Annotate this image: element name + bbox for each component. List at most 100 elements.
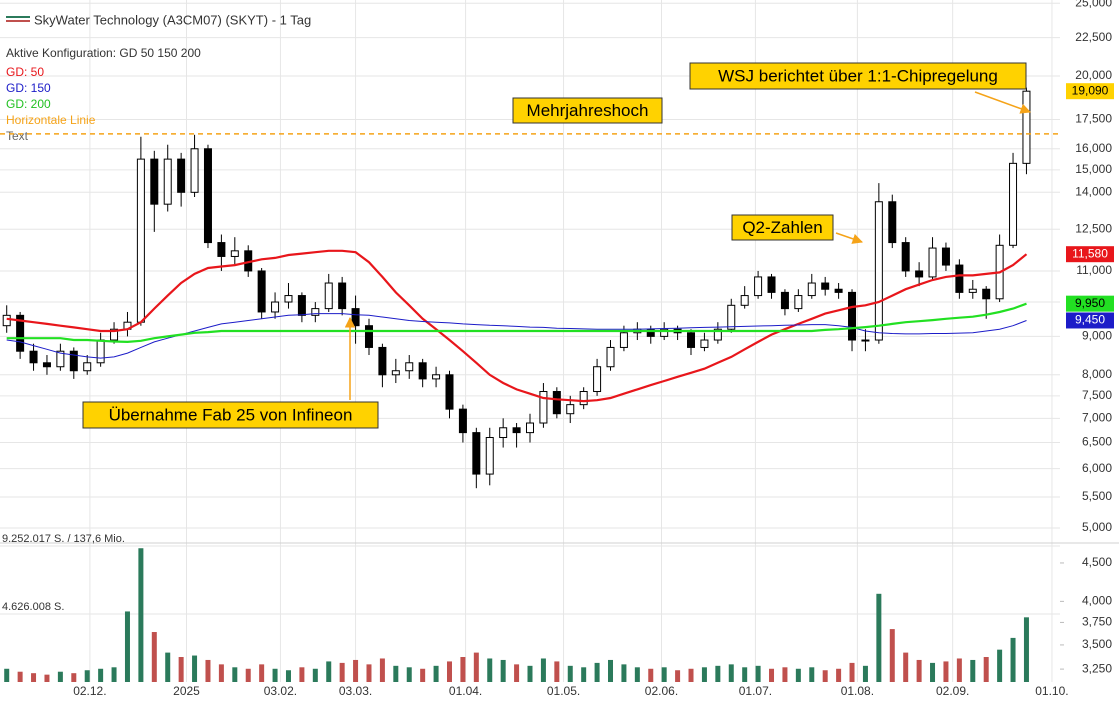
candle-body	[874, 201, 883, 341]
annotation-text: Übernahme Fab 25 von Infineon	[109, 405, 353, 424]
volume-bar	[17, 671, 23, 682]
x-tick-label: 02.12.	[73, 684, 106, 698]
candle-body	[606, 346, 615, 368]
volume-bar	[943, 661, 949, 682]
volume-bar	[742, 667, 748, 682]
x-tick-label: 01.05.	[547, 684, 580, 698]
y2-tick-label: 4,000	[1082, 594, 1112, 608]
volume-bar	[31, 673, 37, 682]
candle-body	[754, 276, 763, 297]
candle-body	[941, 247, 950, 266]
legend-entry: Horizontale Linie	[6, 113, 96, 127]
volume-bar	[406, 667, 412, 682]
legend-entry: Text	[6, 129, 29, 143]
volume-bar	[44, 674, 50, 682]
volume-bar	[997, 649, 1003, 682]
candle-body	[834, 288, 843, 293]
volume-bar	[916, 659, 922, 682]
volume-bar	[527, 665, 533, 682]
x-tick-label: 02.09.	[936, 684, 969, 698]
volume-bar	[393, 665, 399, 682]
candle-body	[740, 295, 749, 306]
candle-body	[821, 282, 830, 290]
volume-bar	[218, 664, 224, 682]
volume-bar	[836, 668, 842, 682]
volume-bar	[701, 667, 707, 682]
volume-bar	[245, 668, 251, 682]
volume-bar	[379, 658, 385, 682]
volume-bar	[446, 661, 452, 682]
candle-body	[284, 295, 293, 303]
x-tick-label: 01.08.	[841, 684, 874, 698]
y-tick-label: 17,500	[1075, 112, 1112, 126]
candle-body	[472, 432, 481, 475]
volume-bar	[299, 667, 305, 682]
y-tick-label: 16,000	[1075, 141, 1112, 155]
y2-tick-label: 3,750	[1082, 615, 1112, 629]
volume-bar	[567, 665, 573, 682]
candle-body	[190, 148, 199, 193]
candle-body	[928, 247, 937, 278]
volume-bar	[581, 667, 587, 682]
candle-body	[203, 148, 212, 244]
last-value-label: 9,950	[1075, 296, 1105, 310]
annotation-box	[689, 62, 1027, 90]
candle-body	[499, 427, 508, 439]
candle-body	[526, 422, 534, 434]
volume-bar	[970, 659, 976, 682]
volume-bar	[1010, 637, 1016, 682]
candle-body	[1009, 162, 1018, 246]
volume-bar	[769, 668, 775, 682]
candle-body	[861, 339, 870, 342]
annotation-box	[512, 97, 663, 124]
candle-body	[539, 391, 548, 424]
candle-body	[16, 314, 25, 352]
y-tick-label: 6,500	[1082, 435, 1112, 449]
volume-bar	[755, 665, 761, 682]
y-tick-label: 5,500	[1082, 489, 1112, 503]
candle-body	[780, 291, 789, 310]
volume-bar	[889, 629, 895, 682]
candle-body	[110, 328, 119, 341]
volume-bar	[876, 593, 882, 682]
candle-body	[364, 325, 373, 348]
volume-tick-label: 9.252.017 S. / 137,6 Mio.	[2, 533, 125, 545]
legend-entry: GD: 200	[6, 97, 51, 111]
volume-bar	[514, 664, 520, 682]
volume-bar	[594, 662, 600, 682]
volume-bar	[138, 548, 144, 682]
volume-bar	[111, 667, 117, 682]
candle-body	[579, 391, 588, 406]
y-tick-label: 6,000	[1082, 461, 1112, 475]
candle-body	[848, 291, 857, 341]
candle-body	[351, 308, 360, 327]
volume-bar	[930, 662, 936, 682]
candle-body	[297, 295, 306, 316]
y-tick-label: 5,000	[1082, 520, 1112, 534]
x-tick-label: 03.03.	[339, 684, 372, 698]
moving-average	[6, 313, 1027, 359]
volume-bar	[232, 667, 238, 682]
candle-body	[257, 270, 266, 313]
volume-bar	[728, 664, 734, 682]
x-tick-label: 01.10.	[1035, 684, 1068, 698]
volume-bar	[688, 668, 694, 682]
candle-body	[163, 158, 172, 205]
volume-bar	[554, 661, 560, 682]
volume-bar	[1023, 617, 1029, 682]
candle-body	[915, 270, 924, 278]
last-value-tag	[1066, 312, 1114, 329]
volume-bar	[795, 668, 801, 682]
volume-bar	[460, 657, 466, 682]
annotation-text: Mehrjahreshoch	[527, 101, 649, 120]
volume-bar	[259, 664, 265, 682]
volume-bar	[849, 662, 855, 682]
last-value-tag	[1066, 83, 1114, 100]
volume-bar	[487, 658, 493, 682]
candle-body	[2, 314, 11, 327]
moving-average	[6, 302, 1027, 344]
volume-bar	[84, 670, 90, 682]
volume-bar	[272, 668, 278, 682]
